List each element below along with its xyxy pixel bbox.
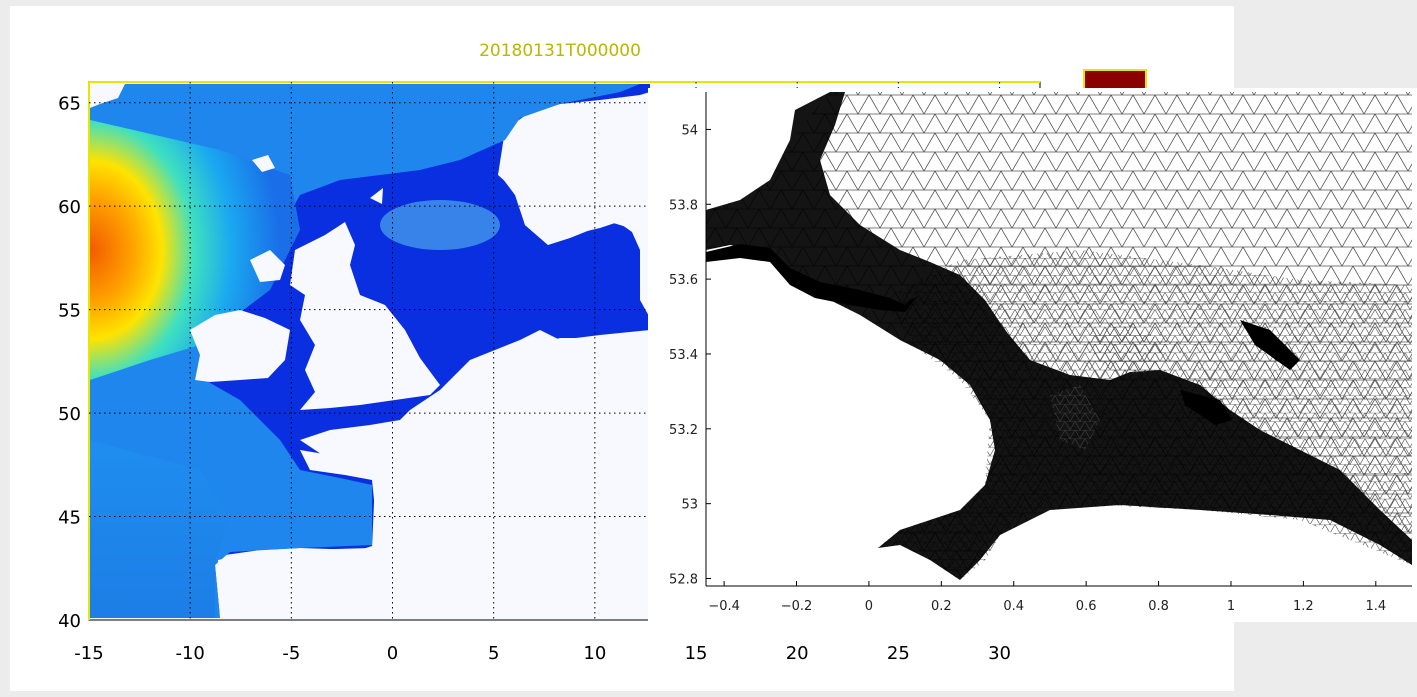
x-tick-label: 0 <box>387 643 398 664</box>
x-tick-label: 0 <box>865 599 873 614</box>
x-tick-label: 0.4 <box>1003 599 1024 614</box>
x-tick-label: 25 <box>887 643 910 664</box>
x-tick-label: 20 <box>786 643 809 664</box>
ireland-land <box>190 310 290 382</box>
offshore-ridge <box>1180 390 1232 425</box>
y-tick-label: 53.6 <box>669 273 698 288</box>
chart-title: 20180131T000000 <box>479 41 641 61</box>
x-tick-label: 1.4 <box>1365 599 1386 614</box>
y-tick-label: 55 <box>58 301 81 322</box>
shetland-land <box>370 188 383 204</box>
x-tick-label: −0.4 <box>708 599 740 614</box>
x-tick-label: 5 <box>488 643 499 664</box>
north-sea-patch <box>380 200 500 250</box>
y-tick-label: 53.2 <box>669 423 698 438</box>
x-tick-label: 0.8 <box>1148 599 1169 614</box>
x-tick-label: 0.6 <box>1076 599 1097 614</box>
x-tick-label: -10 <box>175 643 204 664</box>
y-tick-label: 53 <box>681 498 698 513</box>
hebrides-land <box>250 250 285 282</box>
great-britain-land <box>290 222 440 410</box>
x-tick-label: 30 <box>988 643 1011 664</box>
y-tick-label: 52.8 <box>669 573 698 588</box>
y-tick-label: 65 <box>58 94 81 115</box>
y-tick-label: 53.8 <box>669 198 698 213</box>
x-tick-label: 0.2 <box>931 599 952 614</box>
estuary-channel <box>706 244 918 312</box>
iceland-land <box>90 84 125 108</box>
y-tick-label: 60 <box>58 197 81 218</box>
y-tick-label: 45 <box>58 508 81 529</box>
x-tick-label: 10 <box>583 643 606 664</box>
x-tick-label: 1.2 <box>1293 599 1314 614</box>
x-tick-label: 1 <box>1227 599 1235 614</box>
offshore-bank <box>1240 320 1300 370</box>
continent-land <box>218 332 650 620</box>
y-tick-label: 53.4 <box>669 348 698 363</box>
x-tick-label: -5 <box>282 643 300 664</box>
x-tick-label: -15 <box>74 643 103 664</box>
shoal-mesh <box>1050 385 1100 450</box>
y-tick-label: 54 <box>681 123 698 138</box>
dense-mesh-band <box>706 92 1412 580</box>
x-tick-label: 15 <box>685 643 708 664</box>
high-wave-zone <box>90 120 300 380</box>
x-tick-label: −0.2 <box>781 599 813 614</box>
faroe-land <box>252 155 275 172</box>
scandinavia-land <box>500 95 648 245</box>
y-tick-label: 50 <box>58 404 81 425</box>
south-ocean-zone <box>90 440 230 618</box>
y-tick-label: 40 <box>58 611 81 632</box>
sandbank-mesh <box>1090 325 1170 375</box>
